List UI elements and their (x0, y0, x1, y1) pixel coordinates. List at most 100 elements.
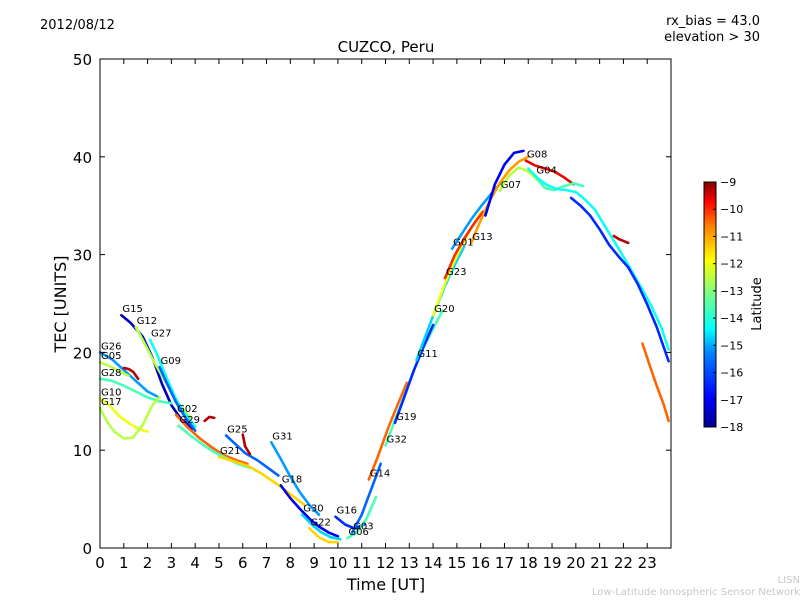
series-g32 (384, 308, 444, 447)
series-track-34 (641, 342, 670, 423)
satellite-label-g27: G27 (151, 329, 171, 340)
x-tick-label: 20 (566, 554, 585, 572)
series-g31 (269, 441, 321, 517)
y-axis-label: TEC [UNITS] (51, 256, 70, 354)
x-tick-label: 17 (495, 554, 514, 572)
satellite-label-g02: G02 (177, 404, 197, 415)
series-track-35 (612, 234, 630, 245)
colorbar-tick-label: −14 (720, 312, 743, 325)
satellite-label-g26: G26 (101, 341, 121, 352)
meta-info: rx_bias = 43.0 elevation > 30 (664, 14, 760, 46)
watermark-line2: Low-Latitude Ionospheric Sensor Network (592, 587, 800, 598)
x-tick-label: 9 (309, 554, 319, 572)
x-tick-label: 19 (542, 554, 561, 572)
colorbar-tick-label: −17 (720, 394, 743, 407)
colorbar-ticks: −9 −10 −11 −12 −13 −14 −15 −16 −17 −18 (713, 176, 743, 434)
x-tick-label: 13 (400, 554, 419, 572)
colorbar-label: Latitude (750, 277, 765, 331)
series-g19 (393, 323, 435, 425)
satellite-label-g07: G07 (501, 180, 521, 191)
satellite-label-g29: G29 (180, 415, 200, 426)
series-g17 (98, 396, 161, 440)
satellite-label-g15: G15 (122, 304, 142, 315)
axis-ticks: 0 1 2 3 4 5 6 7 8 9 10 11 12 13 14 15 16 17 18 19 20 21 22 2301… (73, 51, 671, 572)
x-tick-label: 18 (519, 554, 538, 572)
series-g03 (350, 462, 383, 534)
date-label: 2012/08/12 (40, 18, 115, 33)
satellite-label-g19: G19 (396, 412, 416, 423)
x-tick-label: 0 (95, 554, 105, 572)
x-tick-label: 2 (143, 554, 153, 572)
chart-title: CUZCO, Peru (338, 38, 435, 56)
series-track-36 (122, 366, 140, 381)
satellite-label-g17: G17 (101, 397, 121, 408)
series-g13 (469, 155, 530, 245)
satellite-label-g31: G31 (272, 431, 292, 442)
x-tick-label: 11 (352, 554, 371, 572)
series-g02 (174, 413, 249, 466)
colorbar-tick-label: −11 (720, 230, 743, 243)
series-g09 (158, 365, 197, 432)
y-tick-label: 20 (73, 344, 92, 362)
x-axis-label: Time [UT] (346, 575, 425, 594)
colorbar-tick-label: −9 (720, 176, 736, 189)
series-g21 (217, 455, 306, 507)
series-track-32 (526, 167, 670, 351)
series-g27 (148, 338, 197, 429)
series-g23 (443, 210, 485, 280)
x-tick-label: 10 (328, 554, 347, 572)
colorbar-tick-label: −12 (720, 258, 743, 271)
series-g28 (98, 377, 173, 405)
y-tick-label: 50 (73, 51, 92, 69)
satellite-label-g14: G14 (370, 469, 390, 480)
satellite-label-g25: G25 (227, 425, 247, 436)
x-tick-label: 4 (190, 554, 200, 572)
series-track-38 (241, 433, 252, 456)
satellite-label-g13: G13 (472, 232, 492, 243)
satellite-label-g06: G06 (348, 527, 368, 538)
satellite-label-g20: G20 (434, 304, 454, 315)
colorbar-tick-label: −16 (720, 367, 743, 380)
colorbar-tick-label: −13 (720, 285, 743, 298)
satellite-label-g03: G03 (353, 521, 373, 532)
colorbar-tick-label: −15 (720, 339, 743, 352)
series-track-37 (203, 415, 216, 423)
x-tick-label: 3 (167, 554, 177, 572)
satellite-label-g11: G11 (417, 349, 437, 360)
satellite-label-g23: G23 (446, 267, 466, 278)
satellite-label-g32: G32 (387, 434, 407, 445)
x-tick-label: 23 (638, 554, 657, 572)
x-tick-label: 16 (471, 554, 490, 572)
x-tick-label: 7 (262, 554, 272, 572)
elevation-label: elevation > 30 (664, 30, 760, 45)
series-g08 (524, 159, 575, 186)
series-g05 (98, 360, 130, 378)
x-tick-label: 15 (447, 554, 466, 572)
x-tick-label: 6 (238, 554, 248, 572)
watermark: LISN Low-Latitude Ionospheric Sensor Net… (592, 575, 800, 599)
x-tick-label: 12 (376, 554, 395, 572)
x-tick-label: 14 (424, 554, 443, 572)
satellite-label-g01: G01 (453, 238, 473, 249)
rx-bias-label: rx_bias = 43.0 (666, 14, 760, 29)
series-g16 (334, 515, 366, 530)
satellite-label-g10: G10 (101, 387, 121, 398)
y-tick-label: 0 (82, 540, 92, 558)
x-tick-label: 21 (590, 554, 609, 572)
satellite-label-g28: G28 (101, 368, 121, 379)
watermark-line1: LISN (777, 575, 800, 586)
satellite-label-g30: G30 (303, 504, 323, 515)
series-g18 (279, 484, 340, 538)
series-g06 (346, 495, 378, 540)
x-tick-label: 8 (286, 554, 296, 572)
satellite-label-g04: G04 (536, 165, 556, 176)
satellite-label-g05: G05 (101, 351, 121, 362)
satellite-label-g12: G12 (137, 316, 157, 327)
series-layer (98, 149, 670, 544)
x-tick-label: 22 (614, 554, 633, 572)
satellite-label-g08: G08 (527, 150, 547, 161)
satellite-label-g22: G22 (310, 517, 330, 528)
